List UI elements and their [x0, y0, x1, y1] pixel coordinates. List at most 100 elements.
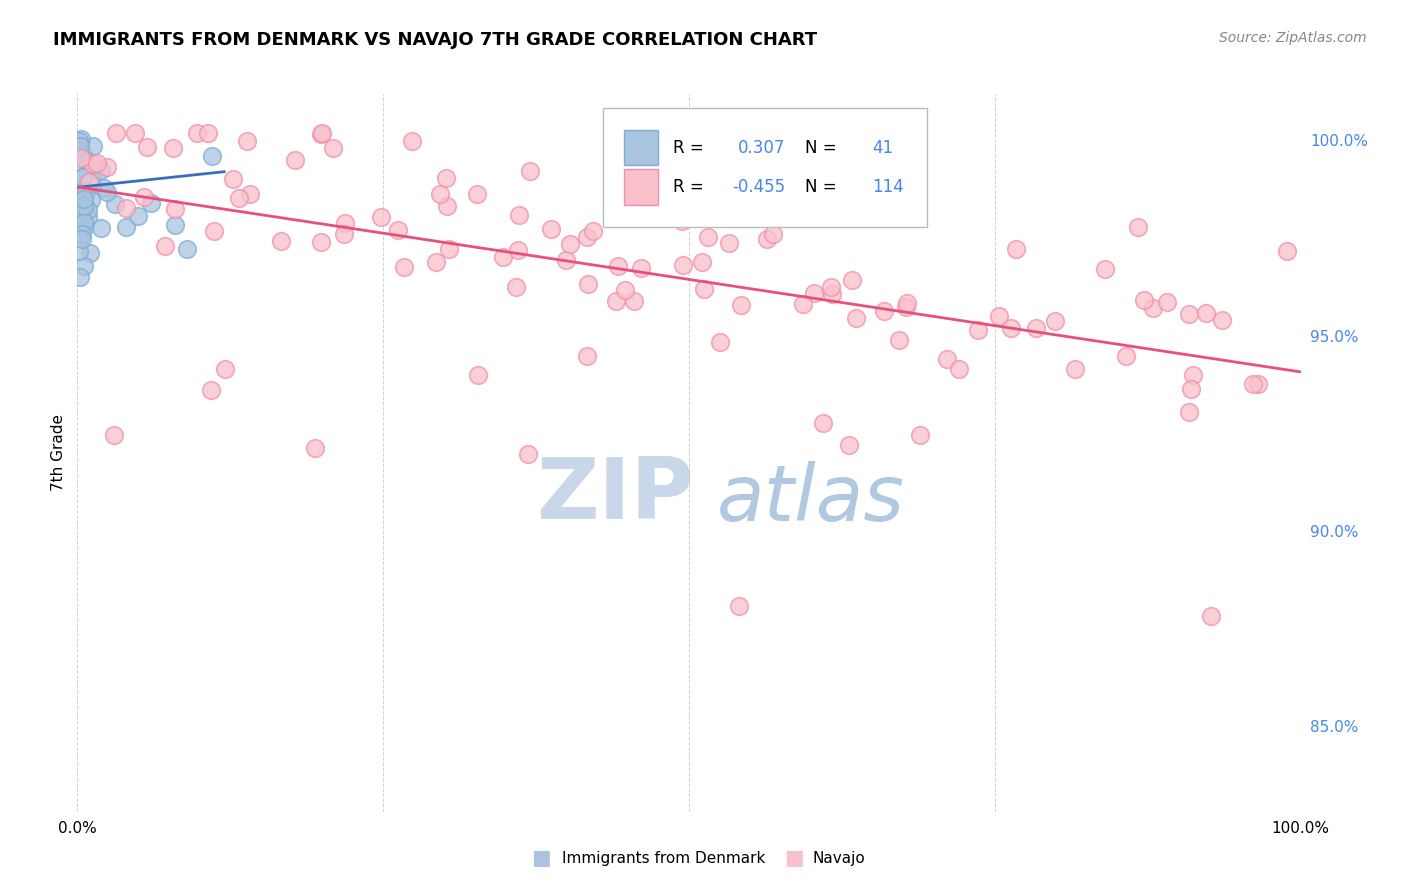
Point	[72, 169, 94, 184]
Point	[1005, 242, 1028, 256]
Point	[304, 442, 326, 456]
Point	[889, 333, 911, 347]
Point	[820, 280, 842, 294]
Point	[322, 141, 344, 155]
Point	[692, 255, 714, 269]
Point	[79, 175, 101, 189]
Point	[67, 134, 90, 148]
Point	[228, 191, 250, 205]
Point	[401, 134, 423, 148]
Point	[693, 282, 716, 296]
Point	[69, 270, 91, 285]
Point	[672, 258, 695, 272]
Bar	[624, 129, 658, 166]
Point	[1000, 320, 1022, 334]
Point	[222, 172, 245, 186]
Point	[115, 220, 138, 235]
Point	[1178, 405, 1201, 419]
Point	[239, 186, 262, 201]
Point	[73, 219, 96, 234]
Point	[605, 294, 627, 309]
Point	[201, 149, 224, 163]
Point	[607, 259, 630, 273]
Point	[582, 224, 605, 238]
Point	[1094, 262, 1116, 277]
Point	[72, 215, 94, 229]
Point	[77, 202, 100, 217]
Text: IMMIGRANTS FROM DENMARK VS NAVAJO 7TH GRADE CORRELATION CHART: IMMIGRANTS FROM DENMARK VS NAVAJO 7TH GR…	[53, 31, 817, 49]
Point	[392, 260, 415, 274]
Point	[335, 216, 357, 230]
Point	[709, 334, 731, 349]
Point	[797, 197, 820, 211]
Point	[896, 296, 918, 310]
Point	[558, 236, 581, 251]
Point	[115, 202, 138, 216]
Point	[82, 170, 104, 185]
Point	[623, 293, 645, 308]
Point	[429, 186, 451, 201]
Point	[1199, 608, 1222, 623]
Point	[77, 211, 100, 225]
Point	[1156, 295, 1178, 310]
Point	[136, 140, 159, 154]
Point	[1115, 349, 1137, 363]
Point	[935, 351, 957, 366]
Point	[1275, 244, 1298, 258]
Point	[1241, 376, 1264, 391]
Point	[908, 428, 931, 442]
Point	[162, 141, 184, 155]
Point	[67, 244, 90, 258]
Point	[614, 283, 637, 297]
Text: Navajo: Navajo	[813, 851, 866, 865]
Point	[516, 447, 538, 461]
Point	[508, 208, 530, 222]
Text: -0.455: -0.455	[731, 178, 785, 196]
Point	[80, 193, 103, 207]
Point	[73, 149, 96, 163]
Point	[505, 279, 527, 293]
Point	[640, 166, 662, 180]
Point	[96, 161, 118, 175]
Point	[1132, 293, 1154, 308]
Point	[1181, 368, 1204, 382]
Text: ■: ■	[785, 848, 804, 868]
Point	[165, 218, 187, 232]
Point	[1043, 314, 1066, 328]
Point	[425, 254, 447, 268]
Point	[70, 232, 93, 246]
Text: 41: 41	[873, 138, 894, 156]
Point	[134, 190, 156, 204]
Point	[104, 126, 127, 140]
Point	[67, 143, 90, 157]
Point	[103, 428, 125, 442]
Point	[236, 134, 259, 148]
Text: atlas: atlas	[717, 461, 905, 537]
Point	[82, 157, 104, 171]
Point	[841, 273, 863, 287]
Text: 0.307: 0.307	[738, 138, 785, 156]
Point	[555, 253, 578, 268]
Text: ■: ■	[531, 848, 551, 868]
Point	[75, 186, 97, 201]
Point	[1025, 321, 1047, 335]
Point	[1180, 382, 1202, 396]
Point	[139, 196, 162, 211]
Point	[124, 126, 146, 140]
Point	[127, 209, 149, 223]
Point	[718, 146, 741, 161]
Point	[284, 153, 307, 168]
Point	[792, 297, 814, 311]
Y-axis label: 7th Grade: 7th Grade	[51, 414, 66, 491]
Text: ZIP: ZIP	[536, 454, 693, 537]
Point	[176, 242, 198, 256]
Point	[73, 199, 96, 213]
FancyBboxPatch shape	[603, 108, 928, 227]
Point	[845, 310, 868, 325]
Point	[73, 153, 96, 167]
Point	[467, 368, 489, 383]
Text: 114: 114	[873, 178, 904, 196]
Point	[69, 139, 91, 153]
Point	[683, 197, 706, 211]
Point	[69, 132, 91, 146]
